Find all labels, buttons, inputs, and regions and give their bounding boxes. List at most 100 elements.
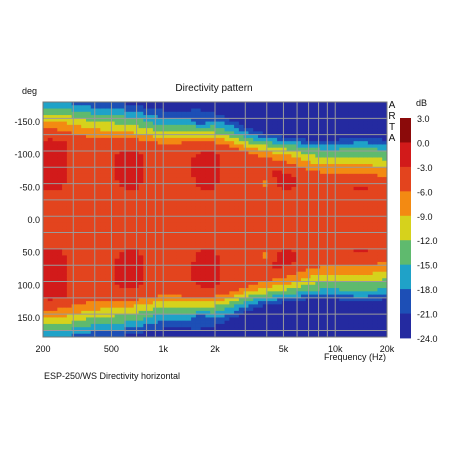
heatmap-cell	[52, 196, 58, 201]
heatmap-cell	[267, 226, 273, 230]
heatmap-cell	[296, 118, 302, 123]
heatmap-cell	[267, 278, 273, 283]
heatmap-cell	[296, 297, 302, 302]
heatmap-cell	[248, 131, 254, 136]
heatmap-cell	[181, 121, 187, 126]
heatmap-cell	[238, 147, 245, 152]
heatmap-cell	[124, 212, 130, 217]
heatmap-cell	[76, 274, 82, 279]
heatmap-cell	[66, 330, 73, 335]
heatmap-cell	[258, 150, 264, 155]
heatmap-cell	[105, 219, 111, 224]
heatmap-cell	[95, 327, 101, 332]
heatmap-cell	[86, 105, 92, 110]
heatmap-cell	[348, 265, 355, 270]
heatmap-cell	[281, 157, 288, 162]
heatmap-cell	[348, 271, 355, 276]
heatmap-cell	[90, 206, 97, 211]
heatmap-cell	[301, 115, 307, 119]
heatmap-cell	[71, 291, 78, 296]
heatmap-cell	[363, 154, 369, 159]
heatmap-cell	[267, 320, 273, 325]
heatmap-cell	[291, 268, 297, 273]
heatmap-cell	[47, 134, 54, 139]
heatmap-cell	[90, 118, 97, 123]
heatmap-cell	[43, 307, 49, 312]
heatmap-cell	[186, 154, 192, 159]
heatmap-cell	[334, 177, 340, 181]
heatmap-cell	[367, 258, 374, 263]
heatmap-cell	[248, 261, 254, 266]
heatmap-cell	[172, 199, 178, 204]
heatmap-cell	[301, 226, 307, 230]
heatmap-cell	[47, 206, 54, 211]
heatmap-cell	[172, 128, 178, 132]
heatmap-cell	[367, 323, 374, 328]
heatmap-cell	[100, 333, 106, 337]
heatmap-cell	[272, 284, 278, 289]
heatmap-cell	[162, 288, 168, 292]
heatmap-cell	[47, 255, 54, 260]
heatmap-cell	[253, 150, 259, 155]
heatmap-cell	[234, 108, 240, 113]
heatmap-cell	[339, 186, 345, 191]
heatmap-cell	[363, 115, 369, 119]
heatmap-cell	[219, 183, 226, 188]
heatmap-cell	[86, 317, 92, 322]
heatmap-cell	[272, 212, 278, 217]
heatmap-cell	[43, 330, 49, 335]
heatmap-cell	[109, 118, 116, 123]
heatmap-cell	[200, 304, 207, 309]
heatmap-cell	[109, 180, 116, 185]
heatmap-cell	[195, 160, 202, 165]
heatmap-cell	[52, 177, 58, 181]
heatmap-cell	[224, 141, 230, 146]
heatmap-cell	[114, 232, 121, 237]
heatmap-cell	[57, 164, 63, 168]
heatmap-cell	[348, 131, 355, 136]
heatmap-cell	[129, 284, 135, 289]
heatmap-cell	[76, 206, 82, 211]
heatmap-cell	[219, 206, 226, 211]
heatmap-cell	[195, 115, 202, 119]
heatmap-cell	[367, 327, 374, 332]
heatmap-cell	[52, 278, 58, 283]
heatmap-cell	[52, 248, 58, 253]
heatmap-cell	[157, 301, 164, 305]
heatmap-cell	[329, 134, 336, 139]
heatmap-cell	[238, 320, 245, 325]
heatmap-cell	[210, 157, 216, 162]
heatmap-cell	[129, 304, 135, 309]
heatmap-cell	[90, 144, 97, 149]
heatmap-cell	[281, 317, 288, 322]
heatmap-cell	[210, 301, 216, 305]
heatmap-cell	[100, 317, 106, 322]
heatmap-cell	[81, 177, 87, 181]
heatmap-cell	[100, 301, 106, 305]
heatmap-cell	[195, 327, 202, 332]
heatmap-cell	[109, 239, 116, 243]
heatmap-cell	[195, 252, 202, 256]
heatmap-cell	[262, 180, 269, 185]
heatmap-cell	[238, 196, 245, 201]
heatmap-cell	[124, 193, 130, 198]
heatmap-cell	[129, 108, 135, 113]
heatmap-cell	[339, 301, 345, 305]
heatmap-cell	[272, 167, 278, 172]
heatmap-cell	[320, 229, 326, 234]
heatmap-cell	[124, 206, 130, 211]
heatmap-cell	[172, 265, 178, 270]
heatmap-cell	[339, 157, 345, 162]
heatmap-cell	[329, 333, 336, 337]
heatmap-cell	[86, 206, 92, 211]
heatmap-cell	[234, 317, 240, 322]
heatmap-cell	[95, 157, 101, 162]
heatmap-cell	[66, 268, 73, 273]
heatmap-cell	[181, 157, 187, 162]
heatmap-cell	[71, 245, 78, 250]
heatmap-cell	[52, 186, 58, 191]
heatmap-cell	[148, 196, 154, 201]
heatmap-cell	[339, 121, 345, 126]
heatmap-cell	[62, 271, 68, 276]
heatmap-cell	[71, 190, 78, 194]
